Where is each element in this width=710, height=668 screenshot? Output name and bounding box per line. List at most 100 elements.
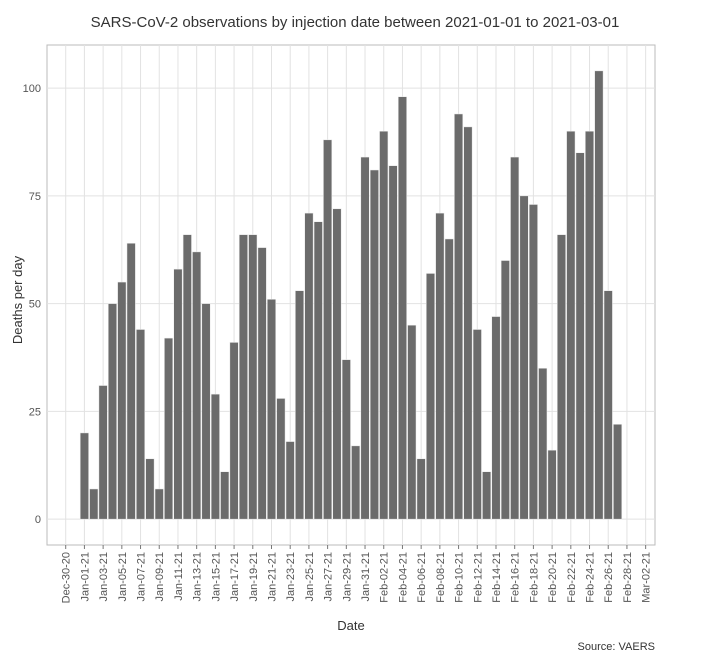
bar [238,234,248,520]
bar [510,156,520,520]
bar [108,303,117,520]
x-tick-label: Jan-07-21 [136,552,148,602]
bar [528,204,538,520]
x-tick-label: Feb-06-21 [416,552,428,603]
x-tick-label: Jan-03-21 [98,552,110,602]
bar [295,290,305,520]
x-tick-label: Jan-17-21 [229,552,241,602]
bar [220,471,230,520]
x-tick-label: Jan-15-21 [210,552,222,602]
x-tick-label: Jan-21-21 [266,552,278,602]
bar [98,385,108,520]
x-tick-label: Jan-23-21 [285,552,297,602]
bar [388,165,398,520]
bar [594,70,604,520]
x-tick-label: Jan-01-21 [79,552,91,602]
x-tick-label: Feb-22-21 [566,552,578,603]
x-tick-label: Jan-19-21 [248,552,260,602]
bar [117,281,127,520]
caption: Source: VAERS [578,641,655,653]
x-tick-label: Mar-02-21 [641,552,653,603]
bar [585,130,594,520]
x-tick-label: Jan-11-21 [173,552,185,601]
x-tick-label: Feb-12-21 [472,552,484,603]
bar [173,268,183,520]
bar [136,329,145,520]
bar [285,441,295,520]
bar [145,458,155,520]
bar [360,156,370,520]
x-tick-label: Jan-13-21 [192,552,204,602]
x-tick-label: Jan-31-21 [360,552,372,602]
plot [47,45,655,545]
bar [304,212,314,520]
y-axis-label: Deaths per day [10,255,25,344]
bar [79,432,89,520]
bar [603,290,613,520]
x-axis-label: Date [337,618,364,633]
bar [472,329,482,520]
x-tick-label: Feb-18-21 [528,552,540,603]
bar [557,234,566,520]
x-tick-label: Feb-14-21 [491,552,503,603]
y-tick-label: 75 [29,191,41,203]
x-tick-label: Jan-05-21 [117,552,129,602]
bar [491,316,501,520]
bar [463,126,473,520]
x-tick-label: Feb-16-21 [510,552,522,603]
bar [126,243,136,520]
bar [210,393,220,520]
bar [566,130,576,520]
bar [313,221,323,520]
bar [416,458,426,520]
bar [323,139,333,520]
bar [369,169,379,520]
bar [454,113,464,520]
bar [229,342,239,520]
x-tick-label: Jan-27-21 [323,552,335,602]
bar [575,152,585,520]
bar [547,449,557,520]
bar [435,212,445,520]
x-tick-label: Feb-28-21 [622,552,634,603]
bar [426,273,435,520]
x-tick-label: Feb-24-21 [585,552,597,603]
x-tick-label: Dec-30-20 [61,552,73,603]
x-tick-label: Jan-29-21 [341,552,353,602]
y-tick-label: 50 [29,299,41,311]
bar [407,324,417,520]
bar [248,234,258,520]
bar [332,208,342,520]
bar [351,445,361,520]
y-tick-label: 25 [29,406,41,418]
bar [613,424,623,520]
bar [538,368,548,520]
bar [276,398,286,520]
bar [379,130,389,520]
x-tick-label: Feb-08-21 [435,552,447,603]
x-tick-label: Feb-26-21 [603,552,615,603]
bar [444,238,454,520]
bar [500,260,510,520]
bar [397,96,407,520]
chart-title: SARS-CoV-2 observations by injection dat… [91,14,620,31]
x-tick-label: Jan-09-21 [154,552,166,602]
x-tick-label: Jan-25-21 [304,552,316,602]
bar [257,247,267,520]
bar [164,337,174,520]
x-tick-label: Feb-20-21 [547,552,559,603]
bar [519,195,529,520]
y-tick-label: 0 [35,514,41,526]
bar [192,251,202,520]
bar [267,299,276,520]
x-tick-label: Feb-04-21 [397,552,409,603]
bar [154,488,164,520]
y-tick-label: 100 [23,83,41,95]
x-tick-label: Feb-02-21 [379,552,391,603]
x-tick-label: Feb-10-21 [454,552,466,603]
bar [201,303,211,520]
bar [482,471,492,520]
bar [89,488,99,520]
bar [182,234,192,520]
